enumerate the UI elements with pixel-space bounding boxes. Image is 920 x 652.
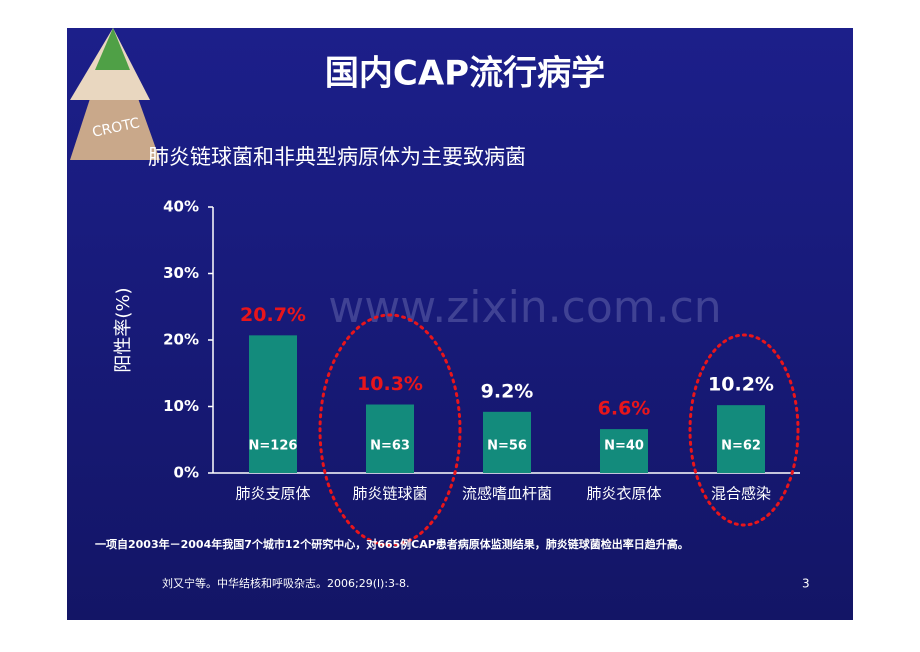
x-tick-label: 肺炎链球菌	[352, 485, 427, 503]
n-label: N=40	[604, 439, 644, 454]
bar	[717, 405, 765, 473]
page-number: 3	[802, 577, 810, 591]
highlight-ellipse	[688, 333, 800, 527]
bar	[366, 404, 414, 473]
slide-background	[67, 28, 853, 620]
logo: CROTC	[70, 28, 160, 160]
x-tick-label: 流感嗜血杆菌	[462, 485, 552, 503]
citation: 刘又宁等。中华结核和呼吸杂志。2006;29(l):3-8.	[162, 576, 410, 590]
x-tick-label: 肺炎衣原体	[586, 485, 661, 503]
watermark: www.zixin.com.cn	[328, 282, 721, 333]
subtitle: 肺炎链球菌和非典型病原体为主要致病菌	[148, 145, 526, 169]
y-tick-label: 10%	[163, 397, 199, 415]
n-label: N=63	[370, 439, 410, 454]
bar	[249, 335, 297, 473]
n-label: N=62	[721, 439, 761, 454]
footnote: 一项自2003年－2004年我国7个城市12个研究中心，对665例CAP患者病原…	[95, 537, 689, 551]
y-tick-label: 40%	[163, 198, 199, 216]
bar	[600, 429, 648, 473]
plot: 0% 10% 20% 30% 40% 肺炎支原体 20.7% N=126 肺炎链球菌 10.3% N…	[163, 198, 774, 503]
bar	[483, 411, 531, 473]
x-tick-label: 混合感染	[711, 485, 771, 503]
y-tick-label: 0%	[174, 464, 199, 482]
value-label: 10.2%	[708, 374, 774, 396]
y-axis-label: 阳性率(%)	[113, 287, 134, 372]
value-label: 20.7%	[240, 304, 306, 326]
value-label: 6.6%	[598, 398, 651, 420]
slide-title: 国内CAP流行病学	[325, 54, 605, 94]
n-label: N=126	[249, 439, 298, 454]
n-label: N=56	[487, 439, 527, 454]
y-tick-label: 20%	[163, 331, 199, 349]
highlight-ellipse	[318, 313, 462, 547]
x-tick-label: 肺炎支原体	[235, 485, 310, 503]
value-label: 10.3%	[357, 373, 423, 395]
y-tick-label: 30%	[163, 264, 199, 282]
value-label: 9.2%	[481, 380, 534, 402]
